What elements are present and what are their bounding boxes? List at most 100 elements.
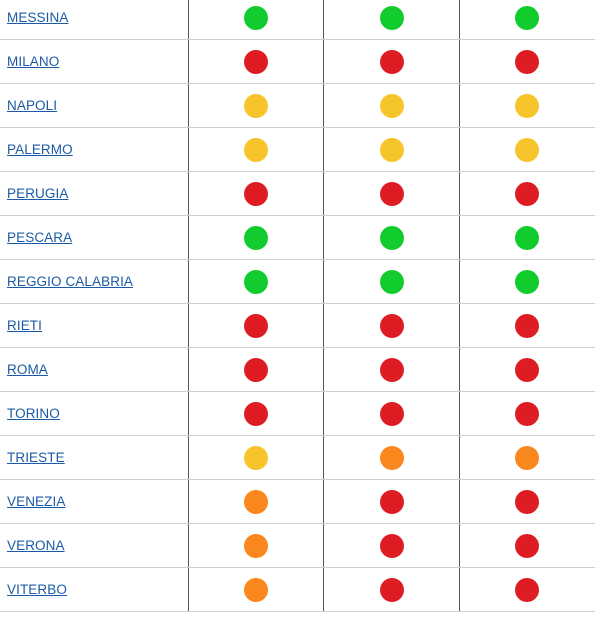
status-cell — [458, 303, 596, 348]
status-cell — [458, 567, 596, 612]
city-link[interactable]: RIETI — [7, 317, 43, 333]
status-cell — [323, 479, 460, 524]
status-cell — [458, 347, 596, 392]
status-dot-red — [379, 313, 404, 338]
table-body: MESSINA MILANO NAPOLI PALERMO PERUGIA PESCARA… — [0, 0, 596, 612]
status-dot-red — [379, 49, 404, 74]
status-cell — [187, 0, 324, 40]
city-cell: RIETI — [0, 303, 188, 348]
city-cell: MESSINA — [0, 0, 188, 40]
status-cell — [187, 259, 324, 304]
status-dot-yellow — [243, 93, 268, 118]
status-cell — [187, 479, 324, 524]
status-cell — [458, 215, 596, 260]
status-cell — [458, 435, 596, 480]
status-cell — [458, 39, 596, 84]
table-row: ROMA — [0, 347, 596, 392]
status-dot-yellow — [379, 137, 404, 162]
status-dot-green — [243, 5, 268, 30]
status-dot-orange — [243, 577, 268, 602]
status-cell — [323, 171, 460, 216]
status-cell — [187, 567, 324, 612]
status-cell — [323, 39, 460, 84]
city-link[interactable]: VERONA — [7, 537, 65, 553]
city-link[interactable]: NAPOLI — [7, 97, 58, 113]
city-link[interactable]: REGGIO CALABRIA — [7, 273, 134, 289]
table-row: PALERMO — [0, 127, 596, 172]
status-dot-green — [379, 269, 404, 294]
status-dot-orange — [243, 489, 268, 514]
table-row: PERUGIA — [0, 171, 596, 216]
status-cell — [187, 303, 324, 348]
table-row: MILANO — [0, 39, 596, 84]
status-dot-red — [515, 357, 540, 382]
status-cell — [323, 523, 460, 568]
status-cell — [323, 347, 460, 392]
city-cell: TRIESTE — [0, 435, 188, 480]
city-link[interactable]: TORINO — [7, 405, 60, 421]
status-cell — [187, 435, 324, 480]
status-dot-green — [515, 225, 540, 250]
table-row: PESCARA — [0, 215, 596, 260]
status-dot-green — [243, 225, 268, 250]
status-dot-yellow — [515, 93, 540, 118]
status-cell — [458, 391, 596, 436]
status-dot-green — [515, 269, 540, 294]
city-cell: MILANO — [0, 39, 188, 84]
status-cell — [323, 391, 460, 436]
table-row: TORINO — [0, 391, 596, 436]
status-cell — [187, 347, 324, 392]
city-cell: NAPOLI — [0, 83, 188, 128]
status-cell — [323, 83, 460, 128]
status-dot-green — [379, 5, 404, 30]
table-row: NAPOLI — [0, 83, 596, 128]
status-dot-yellow — [243, 137, 268, 162]
status-cell — [187, 39, 324, 84]
status-cell — [458, 171, 596, 216]
status-dot-orange — [379, 445, 404, 470]
status-dot-red — [243, 181, 268, 206]
table-row: TRIESTE — [0, 435, 596, 480]
status-dot-red — [515, 577, 540, 602]
status-cell — [323, 303, 460, 348]
status-dot-red — [379, 489, 404, 514]
city-status-table: MESSINA MILANO NAPOLI PALERMO PERUGIA PESCARA… — [0, 0, 596, 612]
city-link[interactable]: VENEZIA — [7, 493, 66, 509]
table-row: VERONA — [0, 523, 596, 568]
table-row: VITERBO — [0, 567, 596, 612]
city-cell: REGGIO CALABRIA — [0, 259, 188, 304]
status-cell — [187, 83, 324, 128]
status-dot-red — [243, 357, 268, 382]
status-dot-red — [379, 181, 404, 206]
status-dot-orange — [515, 445, 540, 470]
city-link[interactable]: PALERMO — [7, 141, 73, 157]
status-cell — [187, 215, 324, 260]
city-cell: PERUGIA — [0, 171, 188, 216]
table-row: MESSINA — [0, 0, 596, 40]
status-dot-yellow — [243, 445, 268, 470]
status-cell — [187, 391, 324, 436]
status-cell — [323, 435, 460, 480]
status-dot-red — [243, 401, 268, 426]
status-dot-red — [515, 489, 540, 514]
status-dot-red — [515, 313, 540, 338]
status-dot-green — [515, 5, 540, 30]
city-link[interactable]: VITERBO — [7, 581, 67, 597]
status-dot-red — [515, 401, 540, 426]
city-link[interactable]: PERUGIA — [7, 185, 69, 201]
table-row: REGGIO CALABRIA — [0, 259, 596, 304]
status-dot-orange — [243, 533, 268, 558]
city-link[interactable]: MILANO — [7, 53, 60, 69]
city-link[interactable]: MESSINA — [7, 9, 69, 25]
status-cell — [458, 259, 596, 304]
city-link[interactable]: ROMA — [7, 361, 48, 377]
city-link[interactable]: TRIESTE — [7, 449, 65, 465]
status-dot-red — [379, 401, 404, 426]
status-dot-green — [243, 269, 268, 294]
city-link[interactable]: PESCARA — [7, 229, 73, 245]
city-cell: PALERMO — [0, 127, 188, 172]
status-cell — [323, 0, 460, 40]
city-cell: ROMA — [0, 347, 188, 392]
status-cell — [458, 127, 596, 172]
status-cell — [458, 523, 596, 568]
